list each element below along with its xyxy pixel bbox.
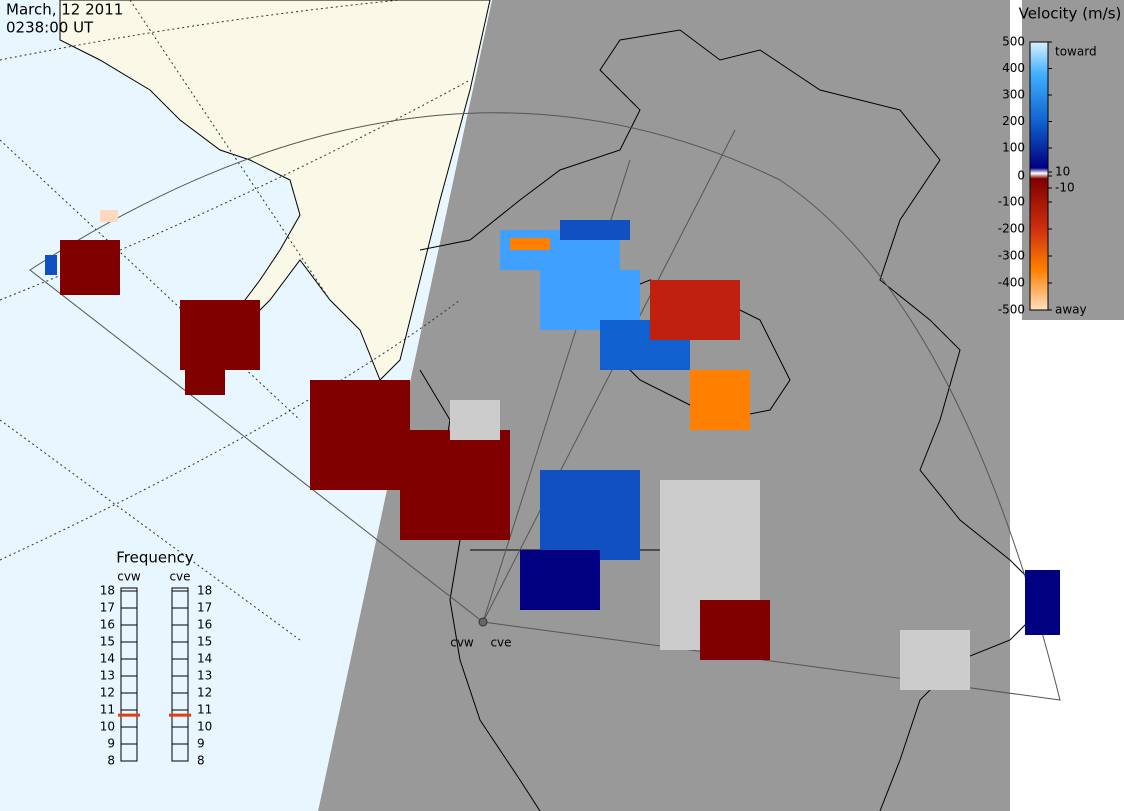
cell bbox=[900, 630, 970, 690]
latitude-line bbox=[0, 0, 401, 61]
cell bbox=[400, 430, 510, 540]
frequency-tick-label: 9 bbox=[197, 737, 205, 751]
radar-fan bbox=[29, 112, 1061, 701]
colorbar-tick-label: -10 bbox=[1055, 181, 1075, 195]
cell bbox=[450, 400, 500, 440]
colorbar-tick-label: -200 bbox=[998, 222, 1025, 236]
colorbar-tick-label: 200 bbox=[1002, 114, 1025, 128]
toward-label: toward bbox=[1055, 45, 1097, 59]
frequency-tick-label: 17 bbox=[100, 601, 115, 615]
cell bbox=[185, 360, 225, 395]
cell bbox=[510, 238, 550, 250]
colorbar-tick-label: 10 bbox=[1055, 165, 1070, 179]
frequency-tick-label: 16 bbox=[100, 618, 115, 632]
cell bbox=[520, 550, 600, 610]
cell bbox=[310, 380, 410, 490]
frequency-tick-label: 13 bbox=[100, 669, 115, 683]
velocity-cells bbox=[45, 210, 1060, 690]
longitude-line bbox=[129, 0, 331, 301]
frequency-title: Frequency bbox=[116, 549, 194, 567]
radar-site bbox=[478, 617, 488, 627]
longitude-line bbox=[0, 419, 301, 641]
frequency-tick-label: 11 bbox=[197, 703, 212, 717]
colorbar-tick-label: 400 bbox=[1002, 61, 1025, 75]
frequency-tick-label: 8 bbox=[107, 754, 115, 768]
colorbar-tick-label: 500 bbox=[1002, 35, 1025, 49]
time-label: 0238:00 UT bbox=[6, 19, 94, 37]
frequency-tick-label: 15 bbox=[100, 635, 115, 649]
colorbar bbox=[1029, 41, 1049, 311]
frequency-tick-label: 11 bbox=[100, 703, 115, 717]
frequency-tick-label: 17 bbox=[197, 601, 212, 615]
frequency-tick-label: 14 bbox=[197, 652, 212, 666]
colorbar-tick-label: -400 bbox=[998, 276, 1025, 290]
away-label: away bbox=[1055, 303, 1087, 317]
colorbar-title: Velocity (m/s) bbox=[1019, 5, 1122, 23]
cell bbox=[45, 255, 57, 275]
cell bbox=[60, 240, 120, 295]
colorbar-tick-label: -300 bbox=[998, 249, 1025, 263]
frequency-tick-label: 10 bbox=[197, 720, 212, 734]
colorbar-tick-label: -500 bbox=[998, 303, 1025, 317]
radar-name: cvw bbox=[117, 570, 141, 584]
colorbar-tick-label: 100 bbox=[1002, 141, 1025, 155]
frequency-tick-label: 18 bbox=[100, 584, 115, 598]
latitude-line bbox=[0, 299, 461, 561]
longitude-line bbox=[0, 139, 301, 421]
cell bbox=[540, 470, 640, 560]
cell bbox=[560, 220, 630, 240]
cell bbox=[180, 300, 260, 370]
colorbar-tick-label: 300 bbox=[1002, 88, 1025, 102]
radar-name: cve bbox=[169, 570, 190, 584]
date-label: March, 12 2011 bbox=[6, 1, 123, 19]
cell bbox=[650, 280, 740, 340]
cell bbox=[690, 370, 750, 430]
cell bbox=[1025, 570, 1060, 635]
frequency-tick-label: 9 bbox=[107, 737, 115, 751]
colorbar-tick-label: 0 bbox=[1017, 169, 1025, 183]
frequency-tick-label: 14 bbox=[100, 652, 115, 666]
frequency-tick-label: 12 bbox=[197, 686, 212, 700]
night-region bbox=[318, 0, 1010, 811]
frequency-tick-label: 16 bbox=[197, 618, 212, 632]
cell bbox=[100, 210, 118, 222]
cell bbox=[700, 600, 770, 660]
frequency-tick-label: 12 bbox=[100, 686, 115, 700]
frequency-tick-label: 15 bbox=[197, 635, 212, 649]
frequency-tick-label: 18 bbox=[197, 584, 212, 598]
frequency-tick-label: 8 bbox=[197, 754, 205, 768]
station-label: cve bbox=[490, 636, 511, 650]
frequency-tick-label: 10 bbox=[100, 720, 115, 734]
beam-line bbox=[482, 129, 736, 623]
station-label: cvw bbox=[450, 636, 474, 650]
frequency-tick-label: 13 bbox=[197, 669, 212, 683]
colorbar-tick-label: -100 bbox=[998, 195, 1025, 209]
